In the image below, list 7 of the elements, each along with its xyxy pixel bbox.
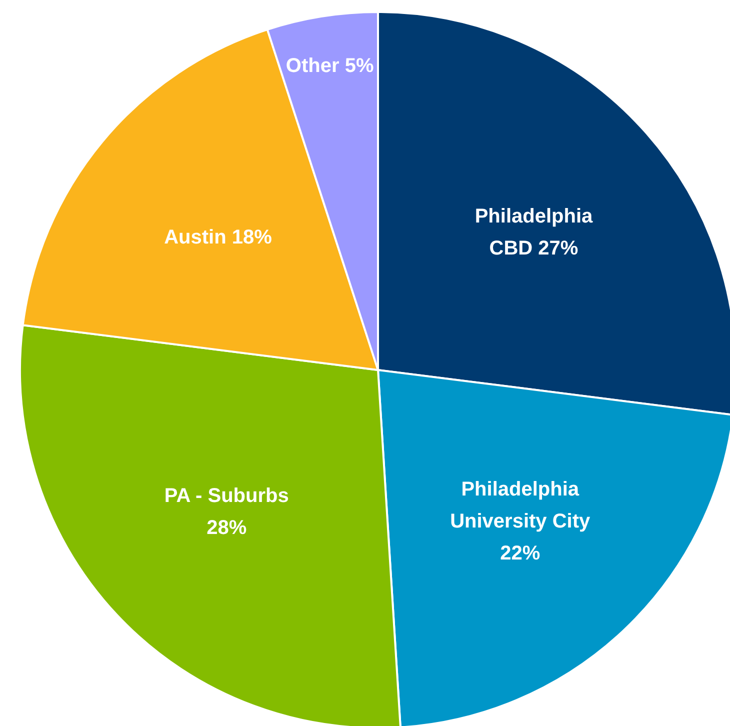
slice-label: Philadelphia University City: [450, 478, 592, 532]
slice-label: Philadelphia CBD 27%: [474, 206, 594, 260]
slice-label: Other 5%: [286, 54, 374, 77]
data-label: 28%: [206, 517, 247, 540]
slice-label: Austin 18%: [164, 226, 272, 249]
slice-label: PA - Suburbs: [164, 485, 289, 508]
data-label: 22%: [500, 542, 540, 564]
